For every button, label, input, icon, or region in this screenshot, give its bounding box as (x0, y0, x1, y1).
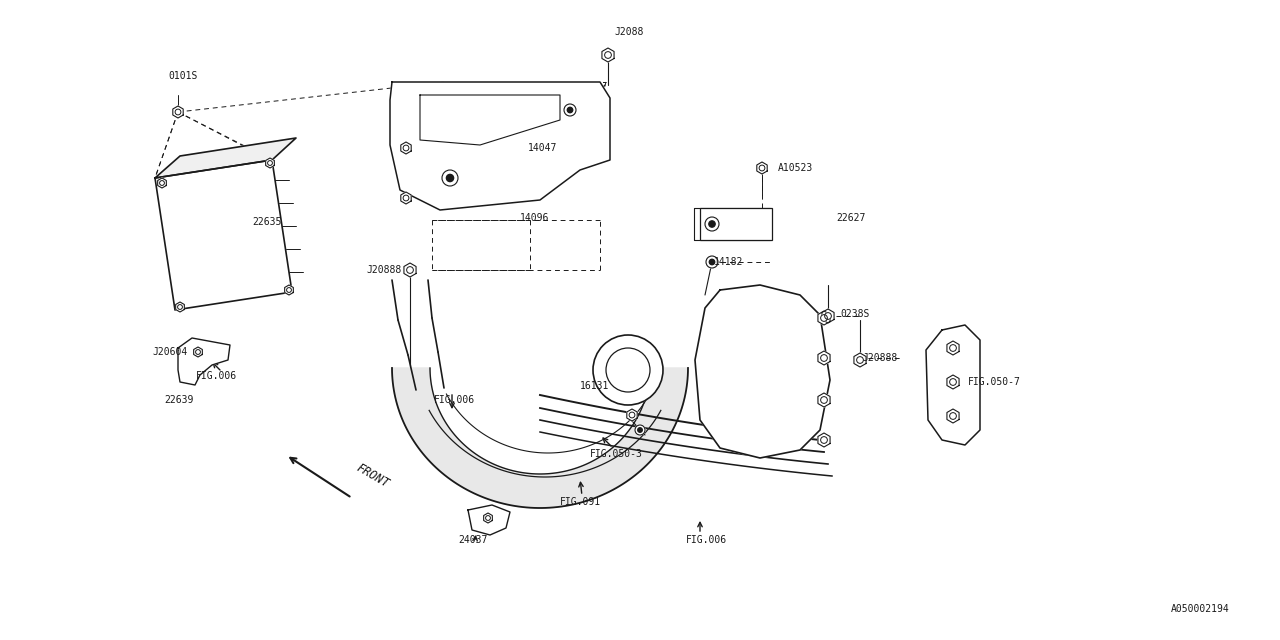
Text: FIG.050-7: FIG.050-7 (968, 377, 1021, 387)
Text: FIG.091: FIG.091 (561, 497, 602, 507)
Text: J20888: J20888 (366, 265, 401, 275)
Circle shape (824, 312, 832, 319)
Circle shape (567, 108, 572, 113)
Circle shape (950, 379, 956, 385)
Text: 0238S: 0238S (840, 309, 869, 319)
Circle shape (604, 52, 612, 58)
Text: 22627: 22627 (836, 213, 865, 223)
Circle shape (950, 344, 956, 351)
Polygon shape (484, 513, 493, 523)
Circle shape (820, 355, 827, 362)
Polygon shape (178, 338, 230, 385)
Polygon shape (175, 302, 184, 312)
Polygon shape (627, 409, 637, 421)
Polygon shape (818, 433, 829, 447)
Circle shape (605, 348, 650, 392)
Text: 16131: 16131 (580, 381, 609, 391)
Circle shape (447, 174, 453, 182)
Text: J20604: J20604 (152, 347, 187, 357)
Circle shape (178, 305, 183, 309)
Polygon shape (401, 192, 411, 204)
Polygon shape (390, 82, 611, 210)
Circle shape (442, 170, 458, 186)
Circle shape (407, 267, 413, 273)
Text: 24037: 24037 (458, 535, 488, 545)
Polygon shape (392, 368, 689, 508)
Polygon shape (420, 95, 561, 145)
Polygon shape (468, 505, 509, 535)
Bar (700, 208, 772, 240)
Circle shape (564, 104, 576, 116)
Circle shape (485, 516, 490, 520)
Circle shape (856, 356, 864, 364)
Polygon shape (756, 162, 767, 174)
Text: 22639: 22639 (164, 395, 193, 405)
Polygon shape (404, 263, 416, 277)
Circle shape (287, 287, 292, 292)
Polygon shape (266, 158, 274, 168)
Circle shape (709, 259, 714, 265)
Circle shape (705, 217, 719, 231)
Polygon shape (818, 311, 829, 325)
Polygon shape (284, 285, 293, 295)
Circle shape (196, 349, 201, 355)
Text: FRONT: FRONT (355, 461, 392, 490)
Text: 14096: 14096 (520, 213, 549, 223)
Text: FIG.006: FIG.006 (686, 535, 727, 545)
Text: A050002194: A050002194 (1171, 604, 1230, 614)
Text: FIG.006: FIG.006 (434, 395, 475, 405)
Text: 0101S: 0101S (168, 71, 197, 81)
Circle shape (268, 161, 273, 165)
Circle shape (709, 221, 716, 227)
Text: 14182: 14182 (714, 257, 744, 267)
Polygon shape (157, 178, 166, 188)
Text: 22635: 22635 (252, 217, 282, 227)
Text: J20888: J20888 (861, 353, 897, 363)
Circle shape (593, 335, 663, 405)
Circle shape (635, 425, 645, 435)
Polygon shape (602, 48, 614, 62)
Polygon shape (155, 160, 292, 310)
Polygon shape (822, 309, 835, 323)
Circle shape (820, 397, 827, 403)
Text: FIG.050-3: FIG.050-3 (590, 449, 643, 459)
Circle shape (950, 413, 956, 419)
Text: J2088: J2088 (614, 27, 644, 37)
Polygon shape (695, 285, 829, 458)
Polygon shape (818, 393, 829, 407)
Polygon shape (854, 353, 867, 367)
Polygon shape (818, 351, 829, 365)
Circle shape (403, 195, 408, 201)
Circle shape (160, 180, 164, 186)
Polygon shape (401, 142, 411, 154)
Circle shape (820, 436, 827, 444)
Polygon shape (155, 138, 296, 178)
Polygon shape (173, 106, 183, 118)
Circle shape (707, 256, 718, 268)
Polygon shape (947, 375, 959, 389)
Polygon shape (193, 347, 202, 357)
Circle shape (759, 165, 765, 171)
Circle shape (637, 428, 643, 432)
Circle shape (175, 109, 180, 115)
Circle shape (403, 145, 408, 151)
Polygon shape (947, 409, 959, 423)
Polygon shape (925, 325, 980, 445)
Circle shape (630, 412, 635, 418)
Text: A10523: A10523 (778, 163, 813, 173)
Text: FIG.006: FIG.006 (196, 371, 237, 381)
Circle shape (820, 315, 827, 321)
Polygon shape (947, 341, 959, 355)
Text: 14047: 14047 (529, 143, 557, 153)
